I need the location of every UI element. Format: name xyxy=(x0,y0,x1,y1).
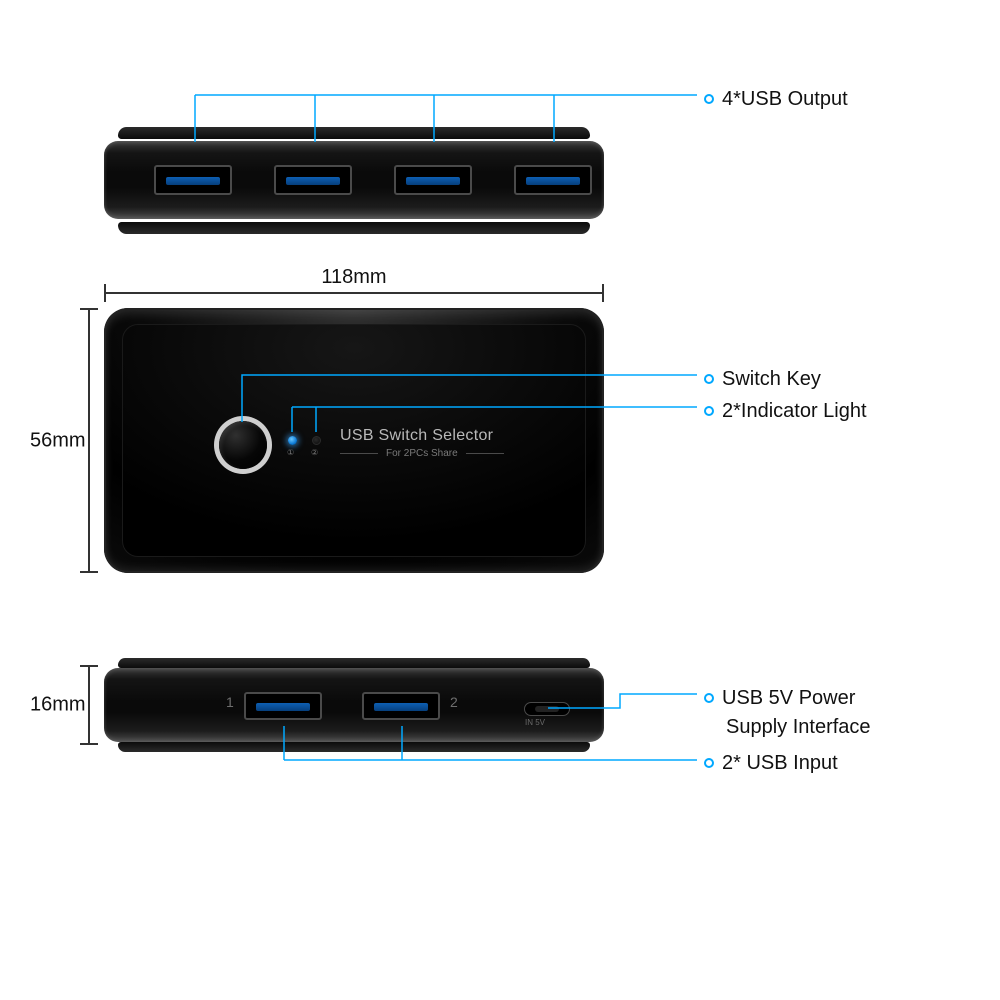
usb-output-port-1 xyxy=(154,165,232,195)
rear-port-number-2: 2 xyxy=(450,694,458,710)
device-subtitle-text: For 2PCs Share xyxy=(386,448,458,459)
device-title: USB Switch Selector xyxy=(340,427,493,445)
dimension-height-side-label: 16mm xyxy=(30,694,86,717)
switch-button xyxy=(219,421,267,469)
dimension-width-label: 118mm xyxy=(321,266,386,289)
top-view: ① ② USB Switch Selector For 2PCs Share xyxy=(104,308,604,573)
dimension-width: 118mm xyxy=(104,264,604,304)
callout-power-line1: USB 5V Power xyxy=(704,687,855,710)
callout-usb-output: 4*USB Output xyxy=(704,88,848,111)
callout-indicator: 2*Indicator Light xyxy=(704,400,867,423)
micro-usb-power-port xyxy=(524,702,570,716)
indicator-label-2: ② xyxy=(311,448,318,457)
callout-usb-input: 2* USB Input xyxy=(704,752,838,775)
callout-switch-key: Switch Key xyxy=(704,368,821,391)
rear-lip-top xyxy=(118,658,590,668)
callout-power-line2: Supply Interface xyxy=(726,716,871,739)
indicator-label-1: ① xyxy=(287,448,294,457)
dimension-height-side: 16mm xyxy=(52,665,100,745)
bullet-icon xyxy=(704,693,714,703)
dimension-height-top-label: 56mm xyxy=(30,429,86,452)
bullet-icon xyxy=(704,374,714,384)
power-port-label: IN 5V xyxy=(525,718,545,727)
rear-port-number-1: 1 xyxy=(226,694,234,710)
indicator-led-1 xyxy=(288,436,297,445)
dimension-height-top: 56mm xyxy=(52,308,100,573)
front-lip-top xyxy=(118,127,590,139)
front-lip-bottom xyxy=(118,222,590,234)
bullet-icon xyxy=(704,758,714,768)
usb-input-port-2 xyxy=(362,692,440,720)
rear-view: 1 2 IN 5V xyxy=(104,662,604,748)
usb-output-port-2 xyxy=(274,165,352,195)
product-diagram: 118mm ① ② USB Switch Selector For 2PCs S… xyxy=(0,0,1000,1000)
bullet-icon xyxy=(704,406,714,416)
usb-output-port-4 xyxy=(514,165,592,195)
front-view xyxy=(104,133,604,228)
bullet-icon xyxy=(704,94,714,104)
usb-output-port-3 xyxy=(394,165,472,195)
rear-lip-bottom xyxy=(118,742,590,752)
device-subtitle: For 2PCs Share xyxy=(340,448,504,459)
indicator-led-2 xyxy=(312,436,321,445)
usb-input-port-1 xyxy=(244,692,322,720)
